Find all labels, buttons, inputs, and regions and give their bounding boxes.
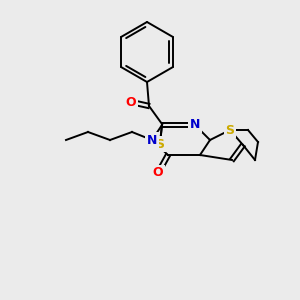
Text: S: S [226,124,235,136]
Text: O: O [126,95,136,109]
Text: S: S [155,137,164,151]
Text: O: O [153,167,163,179]
Text: N: N [190,118,200,131]
Text: N: N [147,134,157,146]
